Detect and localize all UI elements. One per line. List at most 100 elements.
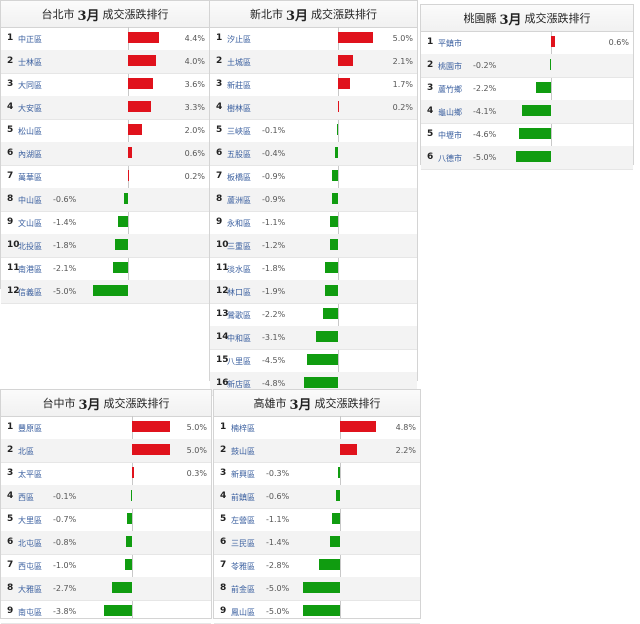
district-link[interactable]: 萬華區 <box>18 173 42 182</box>
bar-mark <box>115 239 128 250</box>
table-row: 1 豐原區 5.0% <box>1 416 211 440</box>
district-link[interactable]: 文山區 <box>18 219 42 228</box>
district-link[interactable]: 太平區 <box>18 470 42 479</box>
district-link[interactable]: 新莊區 <box>227 81 251 90</box>
district-link[interactable]: 新興區 <box>231 470 255 479</box>
district-link[interactable]: 鶯歌區 <box>227 311 251 320</box>
district-link[interactable]: 南屯區 <box>18 608 42 617</box>
rank-number: 8 <box>7 194 14 204</box>
rank-number: 5 <box>220 514 227 524</box>
ranking-rows: 1 豐原區 5.0% 2 北區 5.0% 3 太平區 0.3% 4 西區 -0.1% 5 大里區 -0.7%… <box>1 416 211 624</box>
district-link[interactable]: 北屯區 <box>18 539 42 548</box>
district-link[interactable]: 樹林區 <box>227 104 251 113</box>
table-row: 2 鼓山區 2.2% <box>214 439 420 463</box>
percent-label: -1.8% <box>262 264 286 273</box>
district-link[interactable]: 信義區 <box>18 288 42 297</box>
district-link[interactable]: 板橋區 <box>227 173 251 182</box>
rank-number: 9 <box>220 606 227 616</box>
district-link[interactable]: 三民區 <box>231 539 255 548</box>
district-link[interactable]: 內湖區 <box>18 150 42 159</box>
table-row: 4 前鎮區 -0.6% <box>214 485 420 509</box>
district-link[interactable]: 楠梓區 <box>231 424 255 433</box>
district-link[interactable]: 平鎮市 <box>438 39 462 48</box>
rank-number: 3 <box>220 468 227 478</box>
district-link[interactable]: 大里區 <box>18 516 42 525</box>
district-link[interactable]: 大同區 <box>18 81 42 90</box>
district-link[interactable]: 大安區 <box>18 104 42 113</box>
bar-mark <box>340 421 376 432</box>
rank-number: 7 <box>216 171 223 181</box>
district-link[interactable]: 鼓山區 <box>231 447 255 456</box>
district-link[interactable]: 豐原區 <box>18 424 42 433</box>
ranking-rows: 1 汐止區 5.0% 2 土城區 2.1% 3 新莊區 1.7% 4 樹林區 0.2% 5 三峽區 -0.1… <box>210 27 417 396</box>
district-link[interactable]: 三重區 <box>227 242 251 251</box>
district-link[interactable]: 松山區 <box>18 127 42 136</box>
bar-mark <box>330 216 338 227</box>
district-link[interactable]: 八里區 <box>227 357 251 366</box>
bar-mark <box>128 55 156 66</box>
district-link[interactable]: 新店區 <box>227 380 251 389</box>
district-link[interactable]: 五股區 <box>227 150 251 159</box>
district-link[interactable]: 前鎮區 <box>231 493 255 502</box>
district-link[interactable]: 中山區 <box>18 196 42 205</box>
district-link[interactable]: 大雅區 <box>18 585 42 594</box>
percent-label: -0.6% <box>53 195 77 204</box>
district-link[interactable]: 淡水區 <box>227 265 251 274</box>
rank-number: 2 <box>427 60 434 70</box>
district-link[interactable]: 三峽區 <box>227 127 251 136</box>
district-link[interactable]: 鳳山區 <box>231 608 255 617</box>
district-link[interactable]: 汐止區 <box>227 35 251 44</box>
bar-mark <box>111 582 132 593</box>
bar-mark <box>132 444 170 455</box>
bar-mark <box>518 128 551 139</box>
table-row: 4 龜山鄉 -4.1% <box>421 100 633 124</box>
district-link[interactable]: 永和區 <box>227 219 251 228</box>
table-row: 7 萬華區 0.2% <box>1 165 209 189</box>
rank-number: 7 <box>220 560 227 570</box>
zero-line <box>551 31 552 164</box>
table-row: 5 三峽區 -0.1% <box>210 119 417 143</box>
percent-label: -0.8% <box>53 538 77 547</box>
district-link[interactable]: 南港區 <box>18 265 42 274</box>
district-link[interactable]: 西區 <box>18 493 34 502</box>
bar-mark <box>123 193 128 204</box>
district-link[interactable]: 蘆竹鄉 <box>438 85 462 94</box>
percent-label: -0.3% <box>266 469 290 478</box>
district-link[interactable]: 前金區 <box>231 585 255 594</box>
percent-label: 5.0% <box>186 423 207 432</box>
panel-city: 高雄市 <box>253 397 287 410</box>
bar-mark <box>302 582 340 593</box>
panel-header: 台中市 3月 成交漲跌排行 <box>1 390 211 417</box>
district-link[interactable]: 八德市 <box>438 154 462 163</box>
table-row: 9 文山區 -1.4% <box>1 211 209 235</box>
district-link[interactable]: 苓雅區 <box>231 562 255 571</box>
zero-line <box>132 416 133 618</box>
bar-mark <box>93 285 128 296</box>
bar-mark <box>331 193 338 204</box>
district-link[interactable]: 中和區 <box>227 334 251 343</box>
district-link[interactable]: 左營區 <box>231 516 255 525</box>
district-link[interactable]: 北區 <box>18 447 34 456</box>
table-row: 6 內湖區 0.6% <box>1 142 209 166</box>
district-link[interactable]: 桃園市 <box>438 62 462 71</box>
district-link[interactable]: 龜山鄉 <box>438 108 462 117</box>
rank-number: 4 <box>7 102 14 112</box>
district-link[interactable]: 士林區 <box>18 58 42 67</box>
percent-label: -4.6% <box>473 130 497 139</box>
bar-mark <box>302 605 340 616</box>
panel-month: 3月 <box>285 8 309 24</box>
percent-label: 0.2% <box>184 172 205 181</box>
rank-number: 6 <box>7 148 14 158</box>
bar-mark <box>128 78 154 89</box>
district-link[interactable]: 蘆洲區 <box>227 196 251 205</box>
district-link[interactable]: 中正區 <box>18 35 42 44</box>
district-link[interactable]: 西屯區 <box>18 562 42 571</box>
rank-number: 8 <box>216 194 223 204</box>
district-link[interactable]: 中壢市 <box>438 131 462 140</box>
district-link[interactable]: 北投區 <box>18 242 42 251</box>
percent-label: -0.7% <box>53 515 77 524</box>
district-link[interactable]: 土城區 <box>227 58 251 67</box>
percent-label: 1.7% <box>392 80 413 89</box>
district-link[interactable]: 林口區 <box>227 288 251 297</box>
table-row: 7 苓雅區 -2.8% <box>214 554 420 578</box>
